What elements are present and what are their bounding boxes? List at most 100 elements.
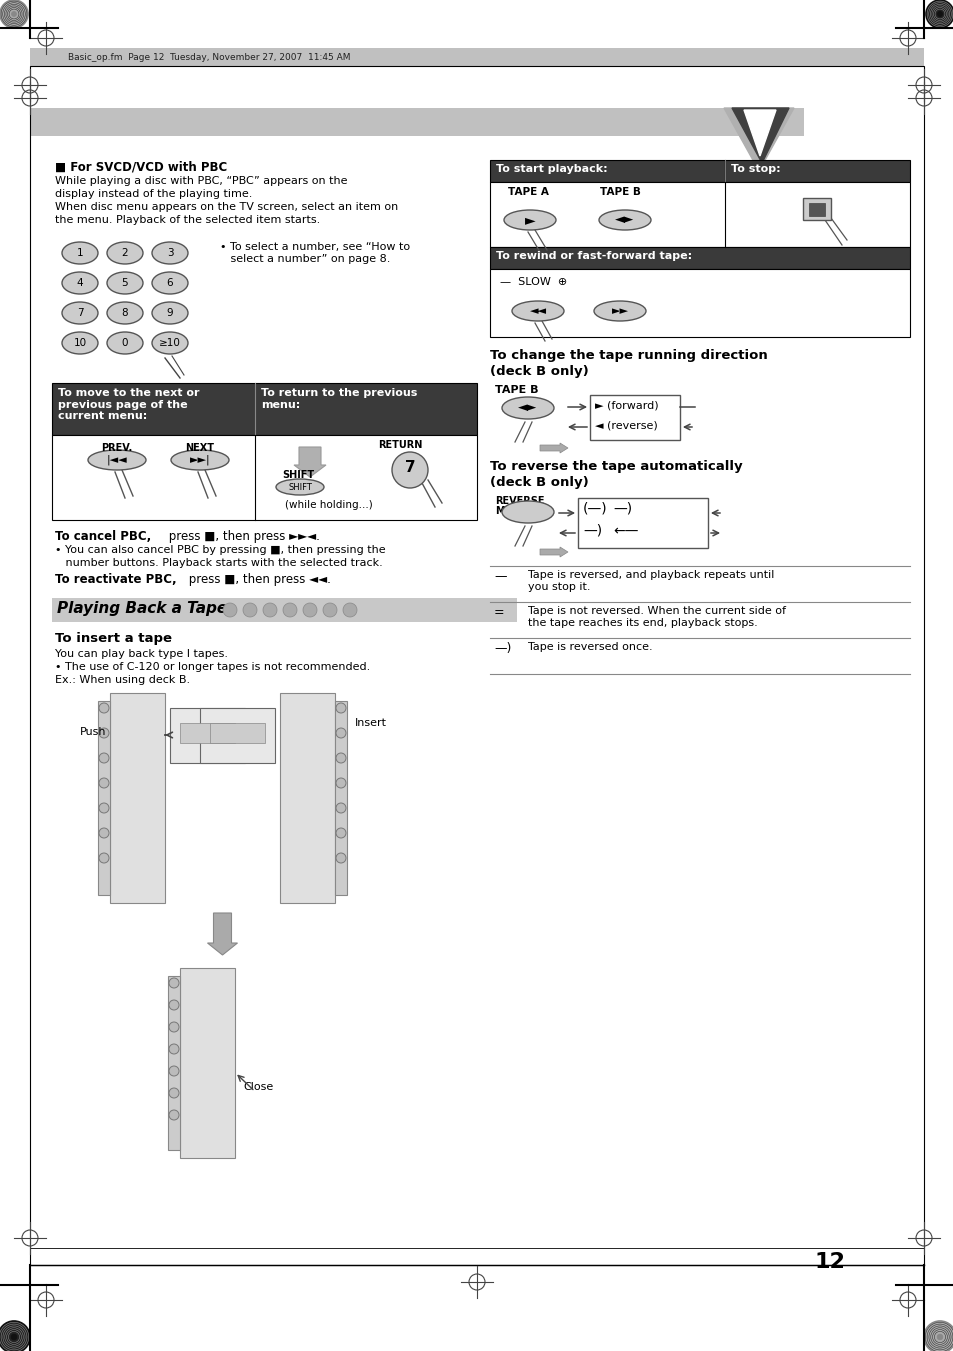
Ellipse shape xyxy=(171,450,229,470)
Bar xyxy=(110,693,165,902)
Ellipse shape xyxy=(62,303,98,324)
Text: press ■, then press ◄◄.: press ■, then press ◄◄. xyxy=(185,573,331,586)
Ellipse shape xyxy=(62,332,98,354)
Text: —): —) xyxy=(582,524,601,538)
Circle shape xyxy=(169,1044,179,1054)
Circle shape xyxy=(243,603,256,617)
Circle shape xyxy=(323,603,336,617)
Ellipse shape xyxy=(62,272,98,295)
Circle shape xyxy=(223,603,236,617)
Text: Tape is reversed once.: Tape is reversed once. xyxy=(527,642,652,653)
FancyArrow shape xyxy=(539,547,567,557)
Ellipse shape xyxy=(152,242,188,263)
Bar xyxy=(52,435,476,520)
Text: SHIFT: SHIFT xyxy=(288,482,312,492)
Circle shape xyxy=(99,852,109,863)
Text: ◄◄: ◄◄ xyxy=(529,305,546,316)
Text: PREV.: PREV. xyxy=(101,443,132,453)
Ellipse shape xyxy=(107,303,143,324)
Text: NEXT: NEXT xyxy=(185,443,214,453)
Circle shape xyxy=(335,852,346,863)
Text: ■ For SVCD/VCD with PBC: ■ For SVCD/VCD with PBC xyxy=(55,159,227,173)
Circle shape xyxy=(169,1088,179,1098)
Polygon shape xyxy=(731,108,788,163)
Text: While playing a disc with PBC, “PBC” appears on the: While playing a disc with PBC, “PBC” app… xyxy=(55,176,347,186)
Text: Insert: Insert xyxy=(355,717,387,728)
Text: (deck B only): (deck B only) xyxy=(490,476,588,489)
Text: Basic_op.fm  Page 12  Tuesday, November 27, 2007  11:45 AM: Basic_op.fm Page 12 Tuesday, November 27… xyxy=(68,53,350,62)
Bar xyxy=(200,708,274,763)
Ellipse shape xyxy=(501,397,554,419)
Text: To reactivate PBC,: To reactivate PBC, xyxy=(55,573,176,586)
Text: (—): (—) xyxy=(582,503,607,516)
Text: 12: 12 xyxy=(814,1252,844,1273)
Polygon shape xyxy=(723,108,793,172)
Bar xyxy=(724,159,909,182)
Ellipse shape xyxy=(107,242,143,263)
Text: display instead of the playing time.: display instead of the playing time. xyxy=(55,189,253,199)
Text: ≥10: ≥10 xyxy=(159,338,181,349)
Circle shape xyxy=(392,453,428,488)
Bar xyxy=(170,708,245,763)
Text: ◄►: ◄► xyxy=(615,213,634,227)
Text: 10: 10 xyxy=(73,338,87,349)
Text: To move to the next or
previous page of the
current menu:: To move to the next or previous page of … xyxy=(58,388,199,422)
Text: ► (forward): ► (forward) xyxy=(595,400,658,409)
Text: —: — xyxy=(494,570,506,584)
Text: =: = xyxy=(494,607,504,619)
Text: (while holding...): (while holding...) xyxy=(285,500,373,509)
Text: press ■, then press ►►◄.: press ■, then press ►►◄. xyxy=(165,530,319,543)
Text: Playing Back a Tape: Playing Back a Tape xyxy=(57,601,227,616)
Bar xyxy=(490,269,909,336)
Bar xyxy=(808,203,824,216)
Text: To insert a tape: To insert a tape xyxy=(55,632,172,644)
Ellipse shape xyxy=(598,209,650,230)
FancyArrow shape xyxy=(208,913,237,955)
Circle shape xyxy=(936,1335,942,1340)
Bar xyxy=(30,66,923,1265)
Text: To cancel PBC,: To cancel PBC, xyxy=(55,530,152,543)
Circle shape xyxy=(335,828,346,838)
Bar xyxy=(52,382,476,435)
Ellipse shape xyxy=(62,242,98,263)
Text: ►►: ►► xyxy=(611,305,628,316)
Circle shape xyxy=(335,778,346,788)
Text: number buttons. Playback starts with the selected track.: number buttons. Playback starts with the… xyxy=(55,558,382,567)
Circle shape xyxy=(99,703,109,713)
Ellipse shape xyxy=(88,450,146,470)
Text: TAPE B: TAPE B xyxy=(495,385,537,394)
Text: Ex.: When using deck B.: Ex.: When using deck B. xyxy=(55,676,190,685)
Bar xyxy=(490,159,724,182)
Ellipse shape xyxy=(152,303,188,324)
Circle shape xyxy=(283,603,296,617)
Circle shape xyxy=(99,778,109,788)
Text: SHIFT: SHIFT xyxy=(282,470,314,480)
Ellipse shape xyxy=(594,301,645,322)
Bar xyxy=(168,975,180,1150)
Ellipse shape xyxy=(503,209,556,230)
Text: ←—: ←— xyxy=(613,524,638,538)
Circle shape xyxy=(343,603,356,617)
Text: —): —) xyxy=(494,642,511,655)
Text: —): —) xyxy=(613,503,632,516)
Circle shape xyxy=(335,728,346,738)
Text: RETURN: RETURN xyxy=(377,440,422,450)
Text: 7: 7 xyxy=(76,308,83,317)
Bar xyxy=(335,701,347,894)
Circle shape xyxy=(11,11,16,16)
Text: MODE: MODE xyxy=(495,507,527,516)
Text: To reverse the tape automatically: To reverse the tape automatically xyxy=(490,459,741,473)
Circle shape xyxy=(0,1321,30,1351)
Text: You can play back type I tapes.: You can play back type I tapes. xyxy=(55,648,228,659)
Circle shape xyxy=(923,1321,953,1351)
Ellipse shape xyxy=(275,480,324,494)
Circle shape xyxy=(335,703,346,713)
Circle shape xyxy=(0,0,28,28)
Ellipse shape xyxy=(107,332,143,354)
Circle shape xyxy=(303,603,316,617)
Bar xyxy=(490,182,909,247)
Ellipse shape xyxy=(152,272,188,295)
Polygon shape xyxy=(743,109,775,155)
Text: REVERSE: REVERSE xyxy=(495,496,544,507)
Text: 8: 8 xyxy=(122,308,128,317)
